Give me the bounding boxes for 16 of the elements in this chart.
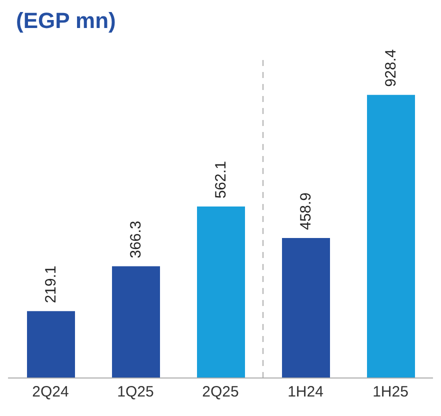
- x-tick-label: 1H25: [372, 384, 408, 401]
- data-label: 928.4: [382, 49, 400, 87]
- x-tick-label: 1H24: [288, 384, 324, 401]
- chart-title: (EGP mn): [15, 8, 117, 35]
- data-label: 458.9: [298, 192, 314, 230]
- bar: [112, 266, 160, 378]
- bar: [282, 238, 330, 378]
- bar: [27, 311, 75, 378]
- bar: [367, 94, 415, 378]
- x-tick-label: 2Q25: [202, 384, 239, 401]
- bar: [197, 206, 245, 378]
- data-label: 219.1: [42, 266, 60, 304]
- x-tick-label: 2Q24: [32, 384, 69, 401]
- data-label: 562.1: [212, 161, 230, 199]
- data-label: 366.3: [128, 220, 144, 258]
- x-tick-label: 1Q25: [117, 384, 154, 401]
